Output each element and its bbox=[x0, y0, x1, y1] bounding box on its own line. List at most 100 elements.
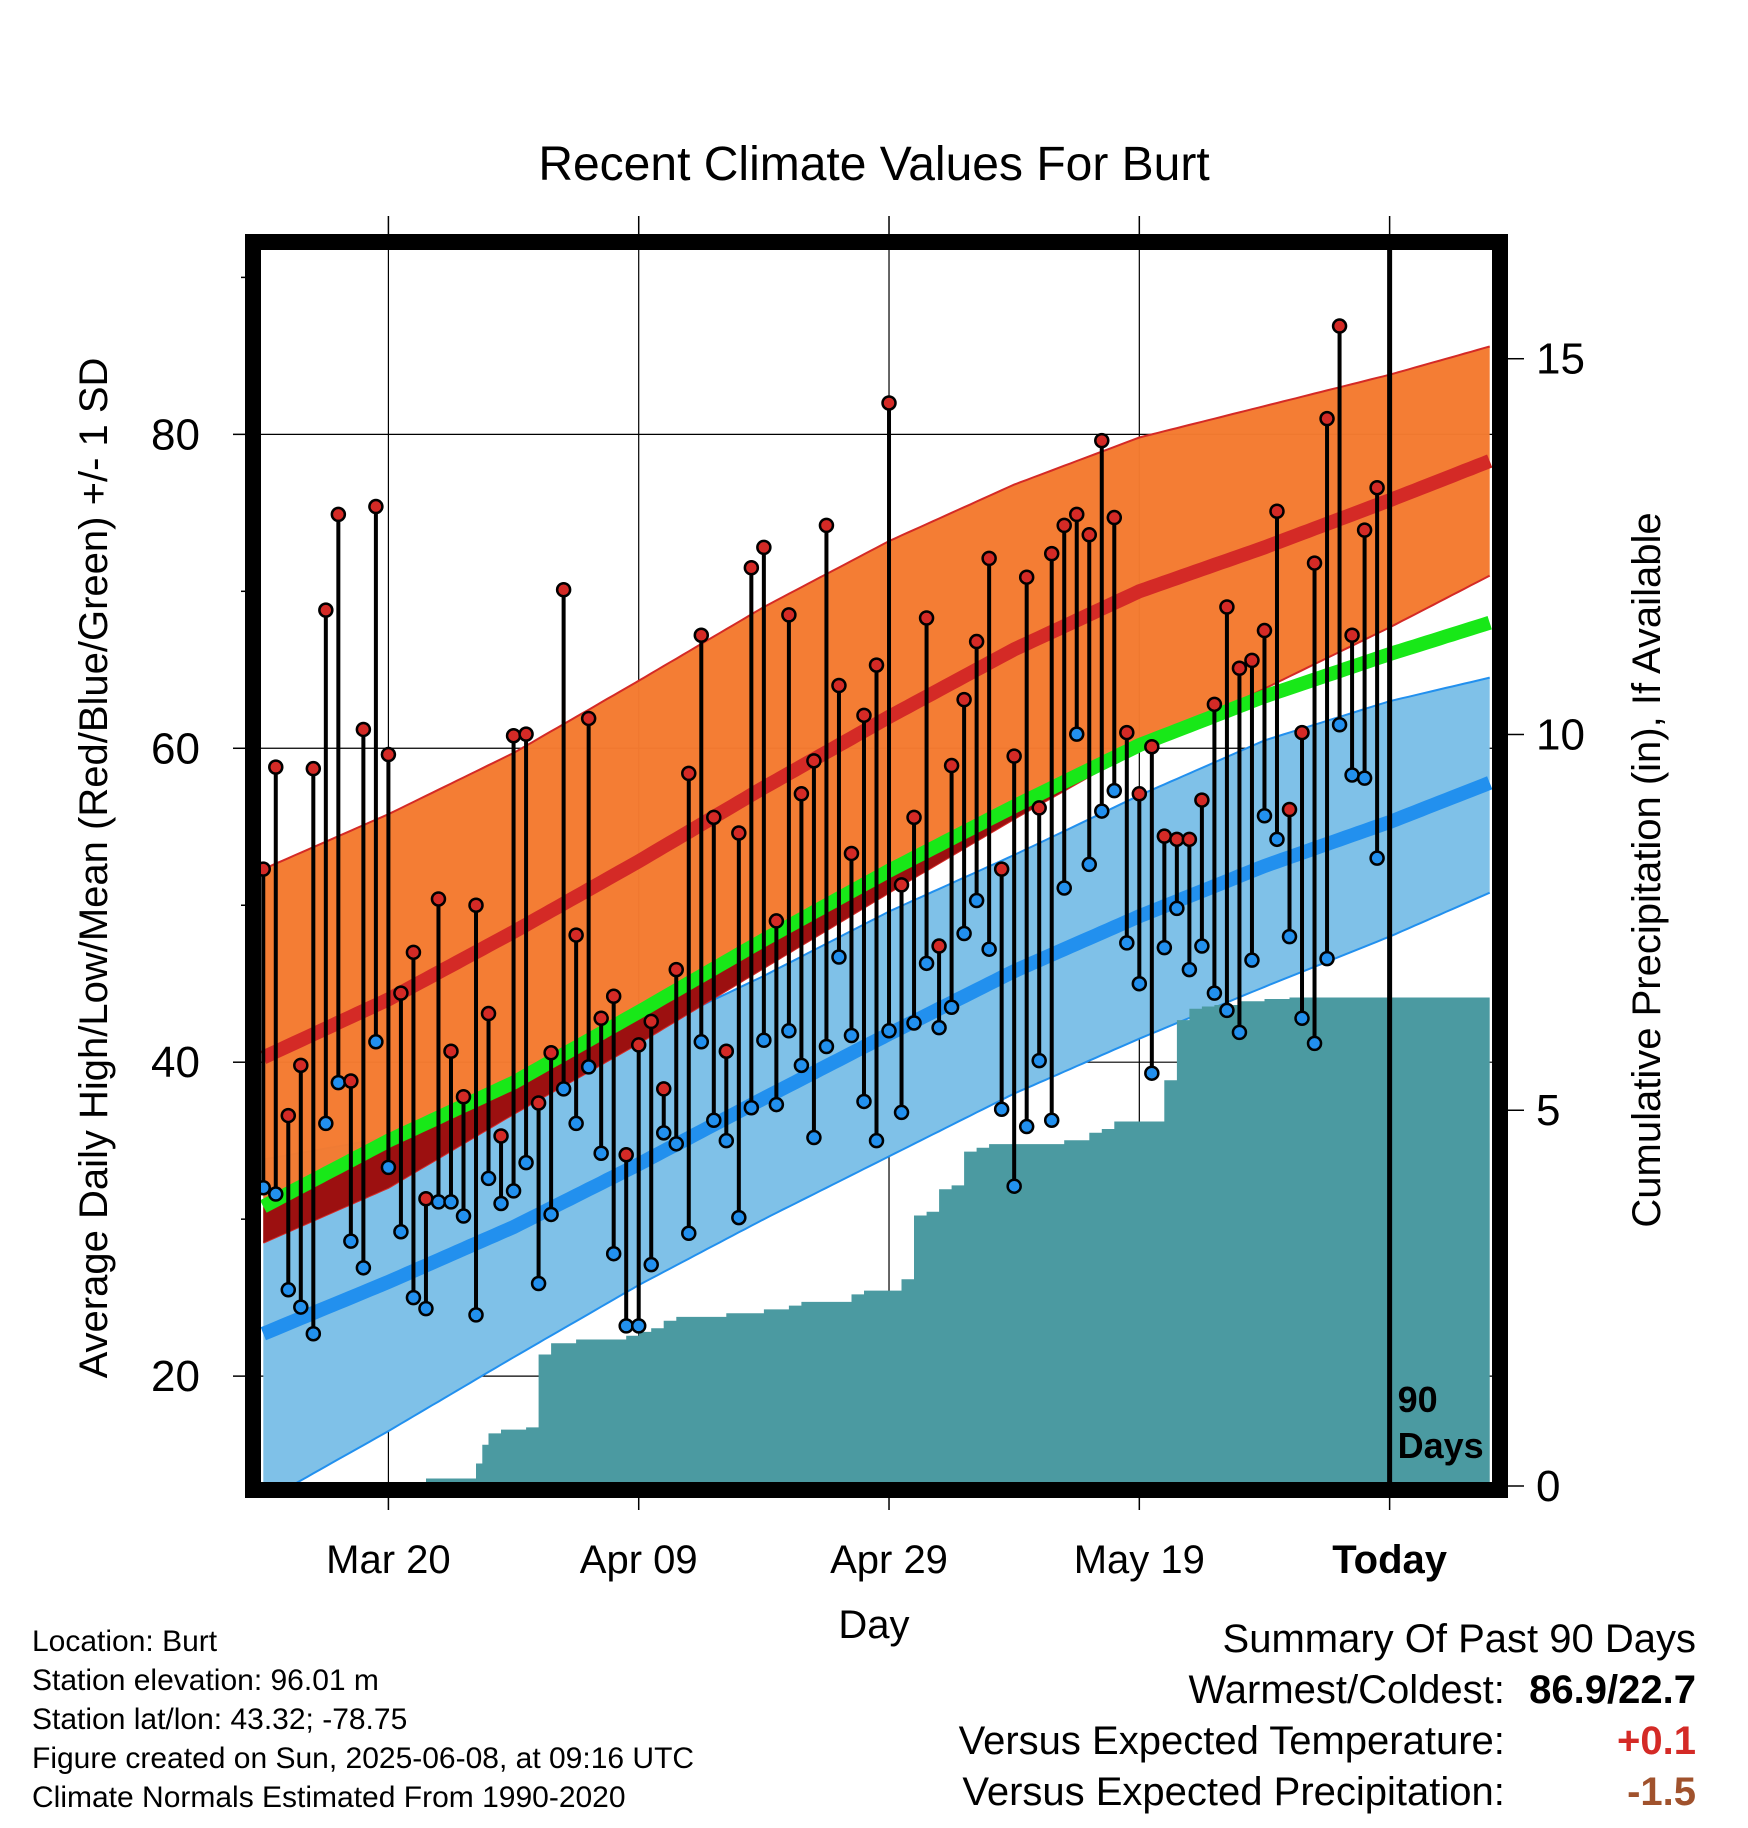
low-dot bbox=[530, 1275, 547, 1292]
high-dot bbox=[268, 759, 284, 775]
high-dot bbox=[1344, 627, 1360, 644]
low-lower-line bbox=[289, 891, 1491, 1486]
y-tick-label: 40 bbox=[151, 1038, 200, 1087]
low-dot bbox=[643, 1256, 659, 1273]
daily-bars bbox=[257, 318, 1385, 1342]
low-dot bbox=[1206, 985, 1223, 1001]
low-dot bbox=[806, 1129, 822, 1146]
low-dot bbox=[781, 1023, 797, 1039]
low-dot bbox=[1244, 952, 1260, 968]
low-dot bbox=[630, 1318, 647, 1334]
summary-warmest-coldest: Warmest/Coldest: 86.9/22.7 bbox=[959, 1665, 1697, 1716]
high-dot bbox=[418, 1191, 434, 1207]
low-dot bbox=[693, 1034, 710, 1050]
precipitation-value: -1.5 bbox=[1627, 1770, 1696, 1814]
low-dot bbox=[655, 1125, 672, 1141]
high-dot bbox=[1131, 786, 1148, 802]
high-dot bbox=[931, 938, 947, 954]
high-dot bbox=[856, 707, 872, 724]
low-dot bbox=[1319, 950, 1335, 967]
low-dot bbox=[981, 941, 997, 957]
high-dot bbox=[818, 517, 835, 534]
high-dot bbox=[1169, 831, 1185, 848]
low-dot bbox=[1056, 880, 1072, 896]
high-dot bbox=[405, 944, 422, 961]
plot-frame bbox=[245, 234, 1508, 1498]
high-dot bbox=[1294, 724, 1310, 741]
low-dot bbox=[681, 1225, 697, 1242]
low-dot bbox=[555, 1081, 572, 1097]
low-dot bbox=[756, 1032, 772, 1048]
high-dot bbox=[793, 786, 810, 802]
low-dot bbox=[355, 1260, 372, 1276]
low-dot bbox=[605, 1245, 622, 1262]
low-dot bbox=[1131, 975, 1148, 992]
high-dot bbox=[493, 1128, 509, 1144]
low-dot bbox=[1306, 1035, 1323, 1052]
low-dot bbox=[743, 1099, 760, 1116]
summary-heading: Summary Of Past 90 Days bbox=[1222, 1617, 1696, 1661]
high-dot bbox=[893, 877, 910, 893]
low-dot bbox=[718, 1132, 735, 1149]
low-dot bbox=[1194, 938, 1210, 954]
high-dot bbox=[1006, 748, 1022, 764]
high-dot bbox=[305, 760, 322, 777]
info-normals: Climate Normals Estimated From 1990-2020 bbox=[32, 1781, 626, 1814]
low-dot bbox=[455, 1208, 472, 1224]
high-dot bbox=[1031, 800, 1047, 816]
window-label-line1: 90 bbox=[1398, 1379, 1438, 1420]
low-dot bbox=[1068, 726, 1085, 742]
low-dot bbox=[1231, 1024, 1248, 1041]
y-tick-label: 60 bbox=[151, 724, 200, 773]
low-dot bbox=[1119, 935, 1135, 951]
high-dot bbox=[618, 1147, 634, 1163]
high-dot bbox=[756, 539, 772, 556]
x-tick-label: May 19 bbox=[1074, 1538, 1205, 1582]
low-dot bbox=[1256, 808, 1273, 824]
low-dot bbox=[443, 1194, 459, 1210]
temperature-value: +0.1 bbox=[1617, 1719, 1696, 1763]
high-dot bbox=[781, 607, 797, 623]
low-dot bbox=[1018, 1118, 1035, 1135]
high-dot bbox=[731, 825, 747, 841]
low-dot bbox=[418, 1300, 434, 1317]
high-dot bbox=[568, 927, 584, 943]
y-axis bbox=[233, 276, 245, 1377]
x-tick-label: Today bbox=[1332, 1538, 1448, 1582]
high-dot bbox=[1231, 660, 1248, 676]
low-dot bbox=[1031, 1052, 1047, 1069]
high-dot bbox=[1331, 318, 1348, 334]
low-dot bbox=[1269, 831, 1285, 848]
high-dot bbox=[806, 753, 822, 769]
low-dot bbox=[305, 1325, 322, 1342]
high-dot bbox=[443, 1043, 459, 1059]
high-dot bbox=[981, 550, 997, 567]
x-axis bbox=[387, 216, 1391, 1510]
temperature-label: Versus Expected Temperature: bbox=[958, 1719, 1505, 1763]
low-dot bbox=[1344, 767, 1360, 783]
low-dot bbox=[731, 1209, 747, 1226]
low-dot bbox=[1081, 856, 1098, 873]
low-dot bbox=[593, 1145, 609, 1161]
high-dot bbox=[368, 498, 384, 515]
high-dot bbox=[843, 845, 860, 862]
low-dot bbox=[1181, 961, 1198, 978]
high-dot bbox=[505, 727, 522, 744]
high-dot bbox=[380, 746, 397, 763]
low-dot bbox=[856, 1093, 872, 1110]
high-dot bbox=[718, 1043, 735, 1059]
y-tick-label: 20 bbox=[151, 1352, 200, 1401]
high-dot bbox=[1119, 724, 1135, 741]
x-tick-label: Mar 20 bbox=[326, 1538, 451, 1582]
low-dot bbox=[268, 1186, 284, 1202]
low-dot bbox=[568, 1115, 584, 1132]
high-dot bbox=[768, 913, 785, 929]
warmest-coldest-label: Warmest/Coldest: bbox=[1188, 1668, 1505, 1712]
low-dot bbox=[380, 1159, 397, 1176]
high-dot bbox=[1219, 599, 1235, 615]
summary-temperature: Versus Expected Temperature: +0.1 bbox=[959, 1716, 1696, 1767]
plot-area bbox=[257, 318, 1493, 1486]
high-dot bbox=[630, 1037, 647, 1053]
y2-tick-label: 0 bbox=[1536, 1462, 1560, 1511]
high-dot bbox=[643, 1013, 659, 1030]
